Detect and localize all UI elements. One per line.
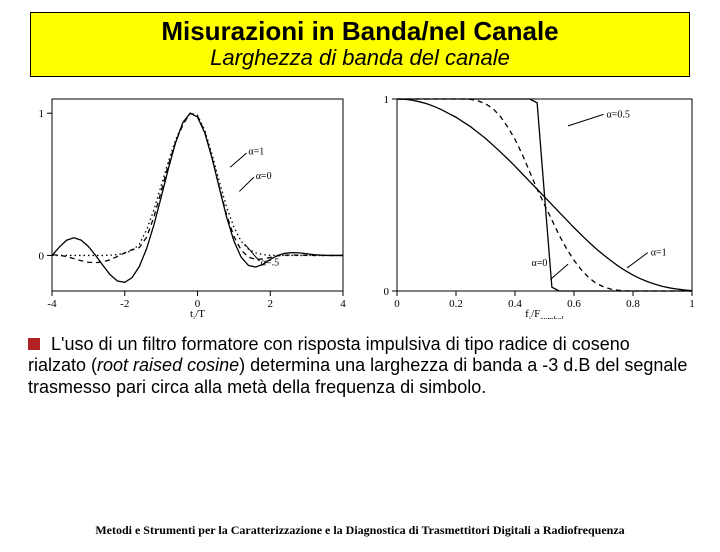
header-box: Misurazioni in Banda/nel Canale Larghezz… — [30, 12, 690, 77]
charts-row: -4 -2 0 2 4 0 1 ti/T α=0 α=1 α=.5 0 0.2 0.4 0.6 0.8 1 0 1… — [16, 89, 704, 324]
svg-text:α=1: α=1 — [651, 247, 667, 258]
svg-text:0.4: 0.4 — [508, 298, 522, 310]
bullet-icon — [28, 338, 40, 350]
page-subtitle: Larghezza di banda del canale — [39, 46, 681, 70]
svg-text:0.6: 0.6 — [567, 298, 581, 310]
svg-text:α=.5: α=.5 — [261, 257, 279, 268]
svg-text:4: 4 — [340, 298, 346, 310]
svg-text:0: 0 — [394, 298, 400, 310]
svg-text:-2: -2 — [120, 298, 129, 310]
right-chart: 0 0.2 0.4 0.6 0.8 1 0 1 fj/Fsymbol α=0.5 α=0 α=1 — [367, 89, 702, 324]
svg-text:α=0.5: α=0.5 — [606, 109, 629, 120]
svg-text:α=0: α=0 — [532, 258, 548, 269]
svg-text:0: 0 — [384, 286, 390, 298]
svg-text:1: 1 — [384, 94, 390, 106]
left-chart: -4-202401ti/Tα=0α=1α=.5 — [18, 89, 353, 324]
page-title: Misurazioni in Banda/nel Canale — [39, 17, 681, 46]
body-paragraph: L'uso di un filtro formatore con rispost… — [28, 334, 692, 399]
svg-text:0.2: 0.2 — [449, 298, 463, 310]
svg-text:1: 1 — [39, 108, 45, 120]
footer-text: Metodi e Strumenti per la Caratterizzazi… — [0, 523, 720, 538]
svg-text:ti/T: ti/T — [190, 308, 205, 319]
svg-text:α=1: α=1 — [248, 146, 264, 157]
svg-text:0: 0 — [39, 250, 45, 262]
svg-text:0.8: 0.8 — [626, 298, 640, 310]
svg-text:2: 2 — [268, 298, 274, 310]
body-text-italic: root raised cosine — [97, 355, 239, 375]
svg-text:α=0: α=0 — [256, 171, 272, 182]
svg-text:fj/Fsymbol: fj/Fsymbol — [525, 308, 564, 319]
svg-text:-4: -4 — [47, 298, 57, 310]
svg-text:1: 1 — [689, 298, 695, 310]
